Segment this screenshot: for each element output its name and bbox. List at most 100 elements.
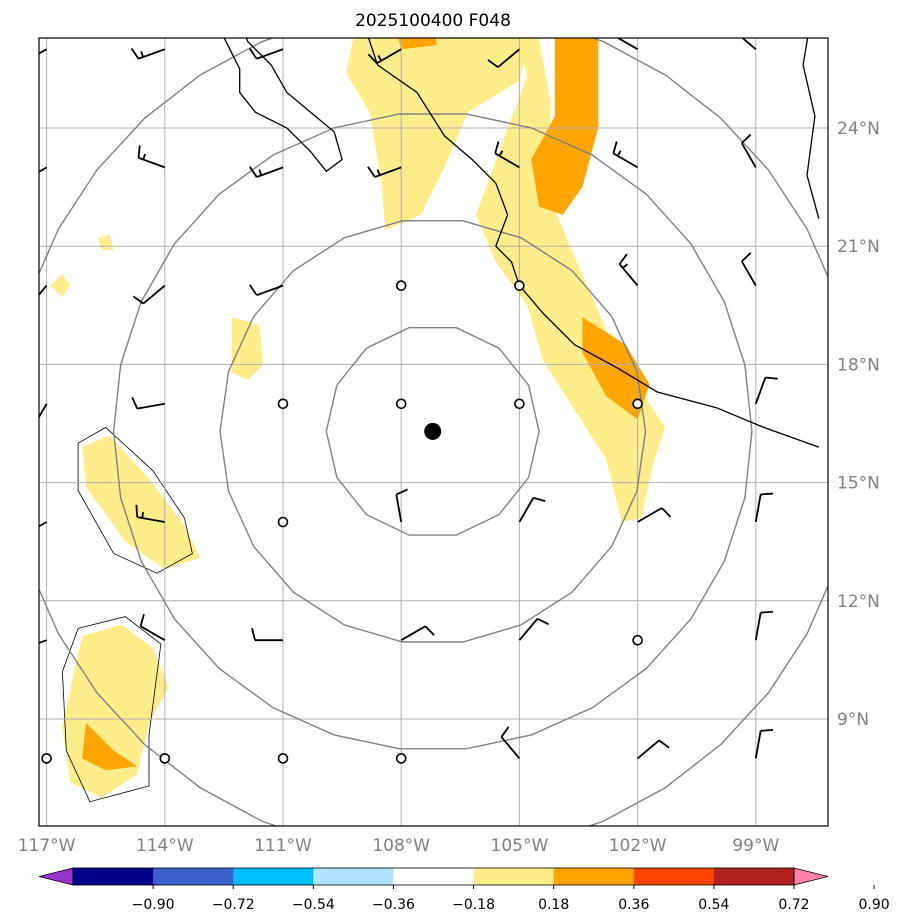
baja-coastline [223, 38, 343, 173]
colorbar-label: −0.54 [292, 897, 335, 913]
barb-shaft [741, 142, 757, 168]
barb-flag [139, 614, 145, 627]
barb-shaft [754, 377, 767, 405]
colorbar-extend-max [793, 867, 829, 886]
contour-outline-line [77, 426, 193, 574]
gulf-coastline [802, 38, 820, 219]
barb-shaft [39, 639, 47, 644]
wind-barb [494, 141, 520, 169]
contour-fill-dark [82, 38, 650, 771]
barb-flag [658, 739, 670, 749]
colorbar-segment [73, 868, 154, 885]
barb-flag [533, 496, 546, 503]
barb-shaft [39, 48, 48, 55]
wind-barb [741, 38, 757, 50]
mainland-coastline [367, 38, 820, 448]
wind-barb [249, 166, 284, 178]
calm-circle [395, 753, 407, 764]
colorbar-frame [72, 867, 795, 886]
barb-flag [132, 295, 144, 305]
wind-barb [637, 739, 670, 760]
wind-barb [754, 492, 774, 523]
longitude-label: 117°W [18, 836, 76, 856]
barb-flag [249, 48, 258, 60]
colorbar-label: −0.72 [212, 897, 255, 913]
wind-barb [754, 376, 778, 405]
barb-shaft [754, 730, 762, 759]
range-ring [112, 113, 753, 750]
colorbar-segment [233, 868, 314, 885]
barb-shaft [137, 402, 165, 410]
wind-barb [14, 521, 48, 536]
barb-shaft [142, 284, 166, 305]
barb-shaft [616, 38, 639, 50]
barb-shaft [741, 38, 757, 50]
colorbar-segment [633, 868, 715, 885]
latitude-label: 15°N [837, 474, 880, 494]
barb-flag [14, 527, 23, 536]
wind-barb [741, 133, 757, 168]
latitude-label: 24°N [837, 119, 880, 139]
barb-flag [21, 425, 33, 428]
wind-barb [612, 141, 639, 169]
barb-flag [760, 492, 774, 496]
colorbar-label: −0.18 [452, 897, 495, 913]
contour-outline-line [61, 616, 162, 803]
calm-wind-circles [41, 280, 643, 764]
barb-flag [13, 640, 20, 650]
barb-half-flag [142, 153, 147, 160]
barb-flag [618, 253, 628, 265]
wind-barb [487, 48, 520, 68]
barb-flag [367, 53, 378, 64]
longitude-labels: 117°W 114°W 111°W 108°W 105°W 102°W 99°W [18, 836, 780, 856]
barb-half-flag [377, 55, 383, 62]
barb-flag [14, 173, 23, 182]
barb-flag [17, 302, 28, 307]
barb-shaft [500, 736, 521, 759]
dark-contour-region [82, 722, 138, 771]
colorbar-segment [473, 868, 555, 885]
barb-half-flag [376, 169, 381, 176]
wind-barb [500, 726, 521, 759]
colorbar-label: 0.90 [859, 897, 890, 913]
wind-barb [754, 610, 774, 641]
calm-circle [277, 753, 289, 764]
longitude-label: 111°W [254, 836, 312, 856]
barb-flag [130, 48, 140, 60]
latitude-labels: 24°N 21°N 18°N 15°N 12°N 9°N [837, 119, 880, 730]
latitude-label: 18°N [837, 355, 880, 375]
longitude-label: 105°W [491, 836, 549, 856]
barb-flag [760, 729, 774, 732]
colorbar-segment [313, 868, 394, 885]
barb-shaft [138, 48, 166, 60]
colorbar: −0.90 −0.72 −0.54 −0.36 −0.18 0.18 0.36 0.54 0.7… [38, 867, 890, 913]
barb-flag [500, 726, 510, 738]
storm-center-marker [424, 422, 442, 440]
barb-shaft [395, 494, 403, 523]
wind-barb [395, 488, 409, 523]
light-contour-region [82, 435, 201, 570]
wind-barb [618, 253, 639, 287]
barb-shaft [637, 739, 660, 760]
wind-barb [131, 396, 165, 410]
barb-half-flag [622, 263, 628, 269]
barb-half-flag [616, 150, 622, 157]
wind-barb [139, 614, 166, 641]
barb-shaft [518, 618, 539, 641]
barb-shaft [637, 507, 663, 523]
barb-flag [249, 284, 258, 296]
barb-flag [135, 504, 139, 518]
colorbar-label: −0.90 [132, 897, 175, 913]
calm-circle [159, 753, 171, 764]
latitude-label: 9°N [837, 710, 869, 730]
wind-barb [367, 48, 402, 64]
calm-circle [41, 753, 52, 764]
barb-flag [249, 166, 258, 178]
colorbar-extend-min [38, 867, 74, 886]
barb-half-flag [498, 150, 504, 157]
barb-flag [487, 59, 499, 68]
barb-shaft [137, 516, 165, 523]
barb-flag [741, 133, 752, 144]
light-contour-region [346, 38, 531, 231]
